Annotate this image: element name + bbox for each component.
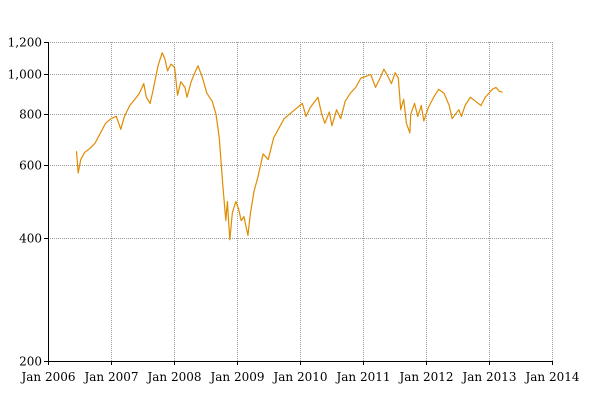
x-tick-label: Jan 2006 xyxy=(19,370,75,384)
x-tick-label: Jan 2010 xyxy=(271,370,327,384)
gridlines xyxy=(48,42,553,361)
x-tick-label: Jan 2011 xyxy=(334,370,390,384)
x-tick-label: Jan 2007 xyxy=(82,370,138,384)
y-tick-label: 600 xyxy=(19,159,42,173)
x-tick-label: Jan 2012 xyxy=(397,370,453,384)
y-tick-label: 200 xyxy=(19,355,42,369)
y-tick-label: 800 xyxy=(19,108,42,122)
series-line xyxy=(75,52,503,241)
y-tick-label: 400 xyxy=(19,232,42,246)
x-tick-label: Jan 2008 xyxy=(145,370,201,384)
y-tick-label: 1,200 xyxy=(8,36,42,50)
series xyxy=(75,52,503,241)
y-tick-label: 1,000 xyxy=(8,68,42,82)
x-tick-label: Jan 2013 xyxy=(460,370,516,384)
tick-labels: 200 400 600 800 1,000 1,200 Jan 2006 Jan 2007 Ja… xyxy=(8,36,580,385)
axes xyxy=(44,42,553,365)
x-tick-label: Jan 2009 xyxy=(208,370,264,384)
x-tick-label: Jan 2014 xyxy=(523,370,579,384)
